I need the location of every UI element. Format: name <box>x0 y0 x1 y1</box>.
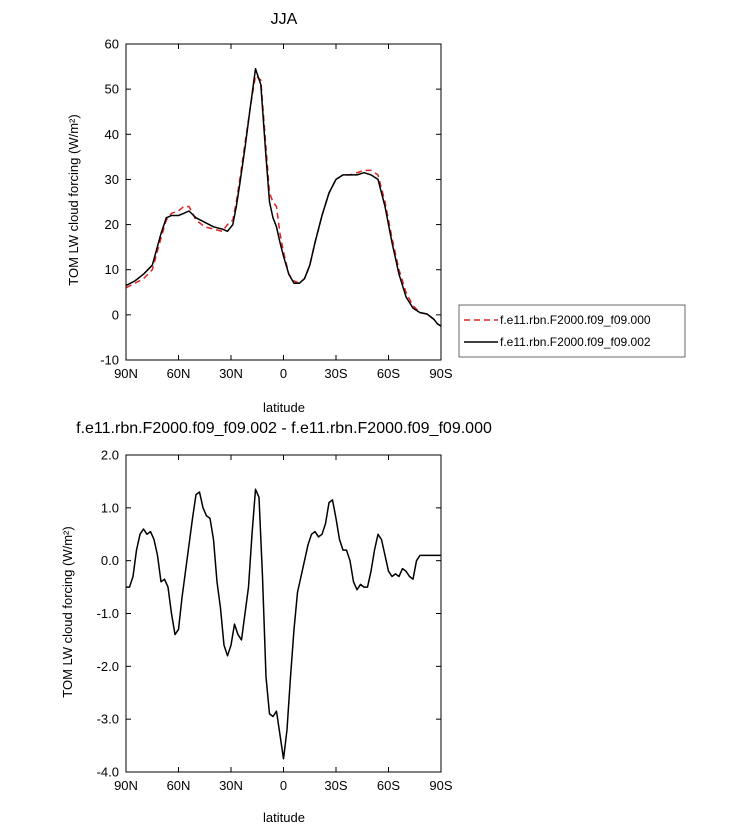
top-chart-series-line-1 <box>125 68 442 327</box>
top-chart-x-tick-label: 60N <box>167 366 191 381</box>
top-chart-x-tick-label: 90N <box>114 366 138 381</box>
top-chart-x-tick-label: 30N <box>219 366 243 381</box>
top-chart-y-tick-label: 30 <box>105 172 119 187</box>
top-chart-y-tick-label: 20 <box>105 217 119 232</box>
top-chart-ticks: 90N 60N 30N 0 30S 60S 90S -10 0 10 20 30 40 50 60 <box>100 37 453 382</box>
bottom-chart-ylabel: TOM LW cloud forcing (W/m²) <box>60 526 75 697</box>
top-chart-ylabel: TOM LW cloud forcing (W/m²) <box>66 114 81 285</box>
bottom-chart-lines <box>126 488 441 760</box>
top-chart-y-tick-label: 60 <box>105 37 119 52</box>
bottom-chart-x-tick-label: 60S <box>377 778 400 793</box>
bottom-chart-ticks: 90N 60N 30N 0 30S 60S 90S -4.0 -3.0 -2.0 -1.0 0.0 1.… <box>97 448 453 794</box>
top-chart-y-tick-label: 0 <box>112 307 119 322</box>
bottom-chart-y-tick-label: 2.0 <box>101 448 119 463</box>
top-chart-y-tick-label: 40 <box>105 127 119 142</box>
bottom-chart-y-tick-label: 1.0 <box>101 500 119 515</box>
top-chart-x-tick-label: 30S <box>324 366 347 381</box>
top-chart-y-tick-label: 10 <box>105 262 119 277</box>
bottom-chart-y-tick-label: -1.0 <box>97 606 119 621</box>
legend-label-series-000: f.e11.rbn.F2000.f09_f09.000 <box>500 313 651 327</box>
top-chart-xlabel: latitude <box>263 400 305 415</box>
bottom-chart-y-tick-label: -4.0 <box>97 765 119 780</box>
legend-box <box>458 304 686 358</box>
bottom-chart-xlabel: latitude <box>263 810 305 825</box>
bottom-chart: f.e11.rbn.F2000.f09_f09.002 - f.e11.rbn.… <box>60 420 492 825</box>
bottom-chart-series-line-0 <box>126 488 441 760</box>
top-chart-x-tick-label: 60S <box>377 366 400 381</box>
bottom-chart-x-tick-label: 90S <box>429 778 452 793</box>
top-chart-title: JJA <box>271 11 298 28</box>
bottom-chart-title: f.e11.rbn.F2000.f09_f09.002 - f.e11.rbn.… <box>76 420 492 437</box>
top-chart-x-tick-label: 0 <box>280 366 287 381</box>
top-chart-lines <box>125 68 442 327</box>
top-chart-frame <box>125 43 442 361</box>
top-chart: JJA TOM LW cloud forcing (W/m²) latitude… <box>66 11 453 415</box>
bottom-chart-y-tick-label: 0.0 <box>101 553 119 568</box>
bottom-chart-y-tick-label: -3.0 <box>97 712 119 727</box>
top-chart-x-tick-label: 90S <box>429 366 452 381</box>
top-chart-y-tick-label: -10 <box>100 353 119 368</box>
bottom-chart-x-tick-label: 60N <box>167 778 191 793</box>
bottom-chart-frame <box>125 454 442 773</box>
bottom-chart-x-tick-label: 30N <box>219 778 243 793</box>
bottom-chart-y-tick-label: -2.0 <box>97 659 119 674</box>
bottom-chart-x-tick-label: 90N <box>114 778 138 793</box>
legend: f.e11.rbn.F2000.f09_f09.000 f.e11.rbn.F2… <box>458 304 686 358</box>
bottom-chart-x-tick-label: 0 <box>280 778 287 793</box>
legend-label-series-002: f.e11.rbn.F2000.f09_f09.002 <box>500 335 651 349</box>
top-chart-y-tick-label: 50 <box>105 82 119 97</box>
top-chart-series-line-0 <box>125 74 442 327</box>
bottom-chart-x-tick-label: 30S <box>324 778 347 793</box>
